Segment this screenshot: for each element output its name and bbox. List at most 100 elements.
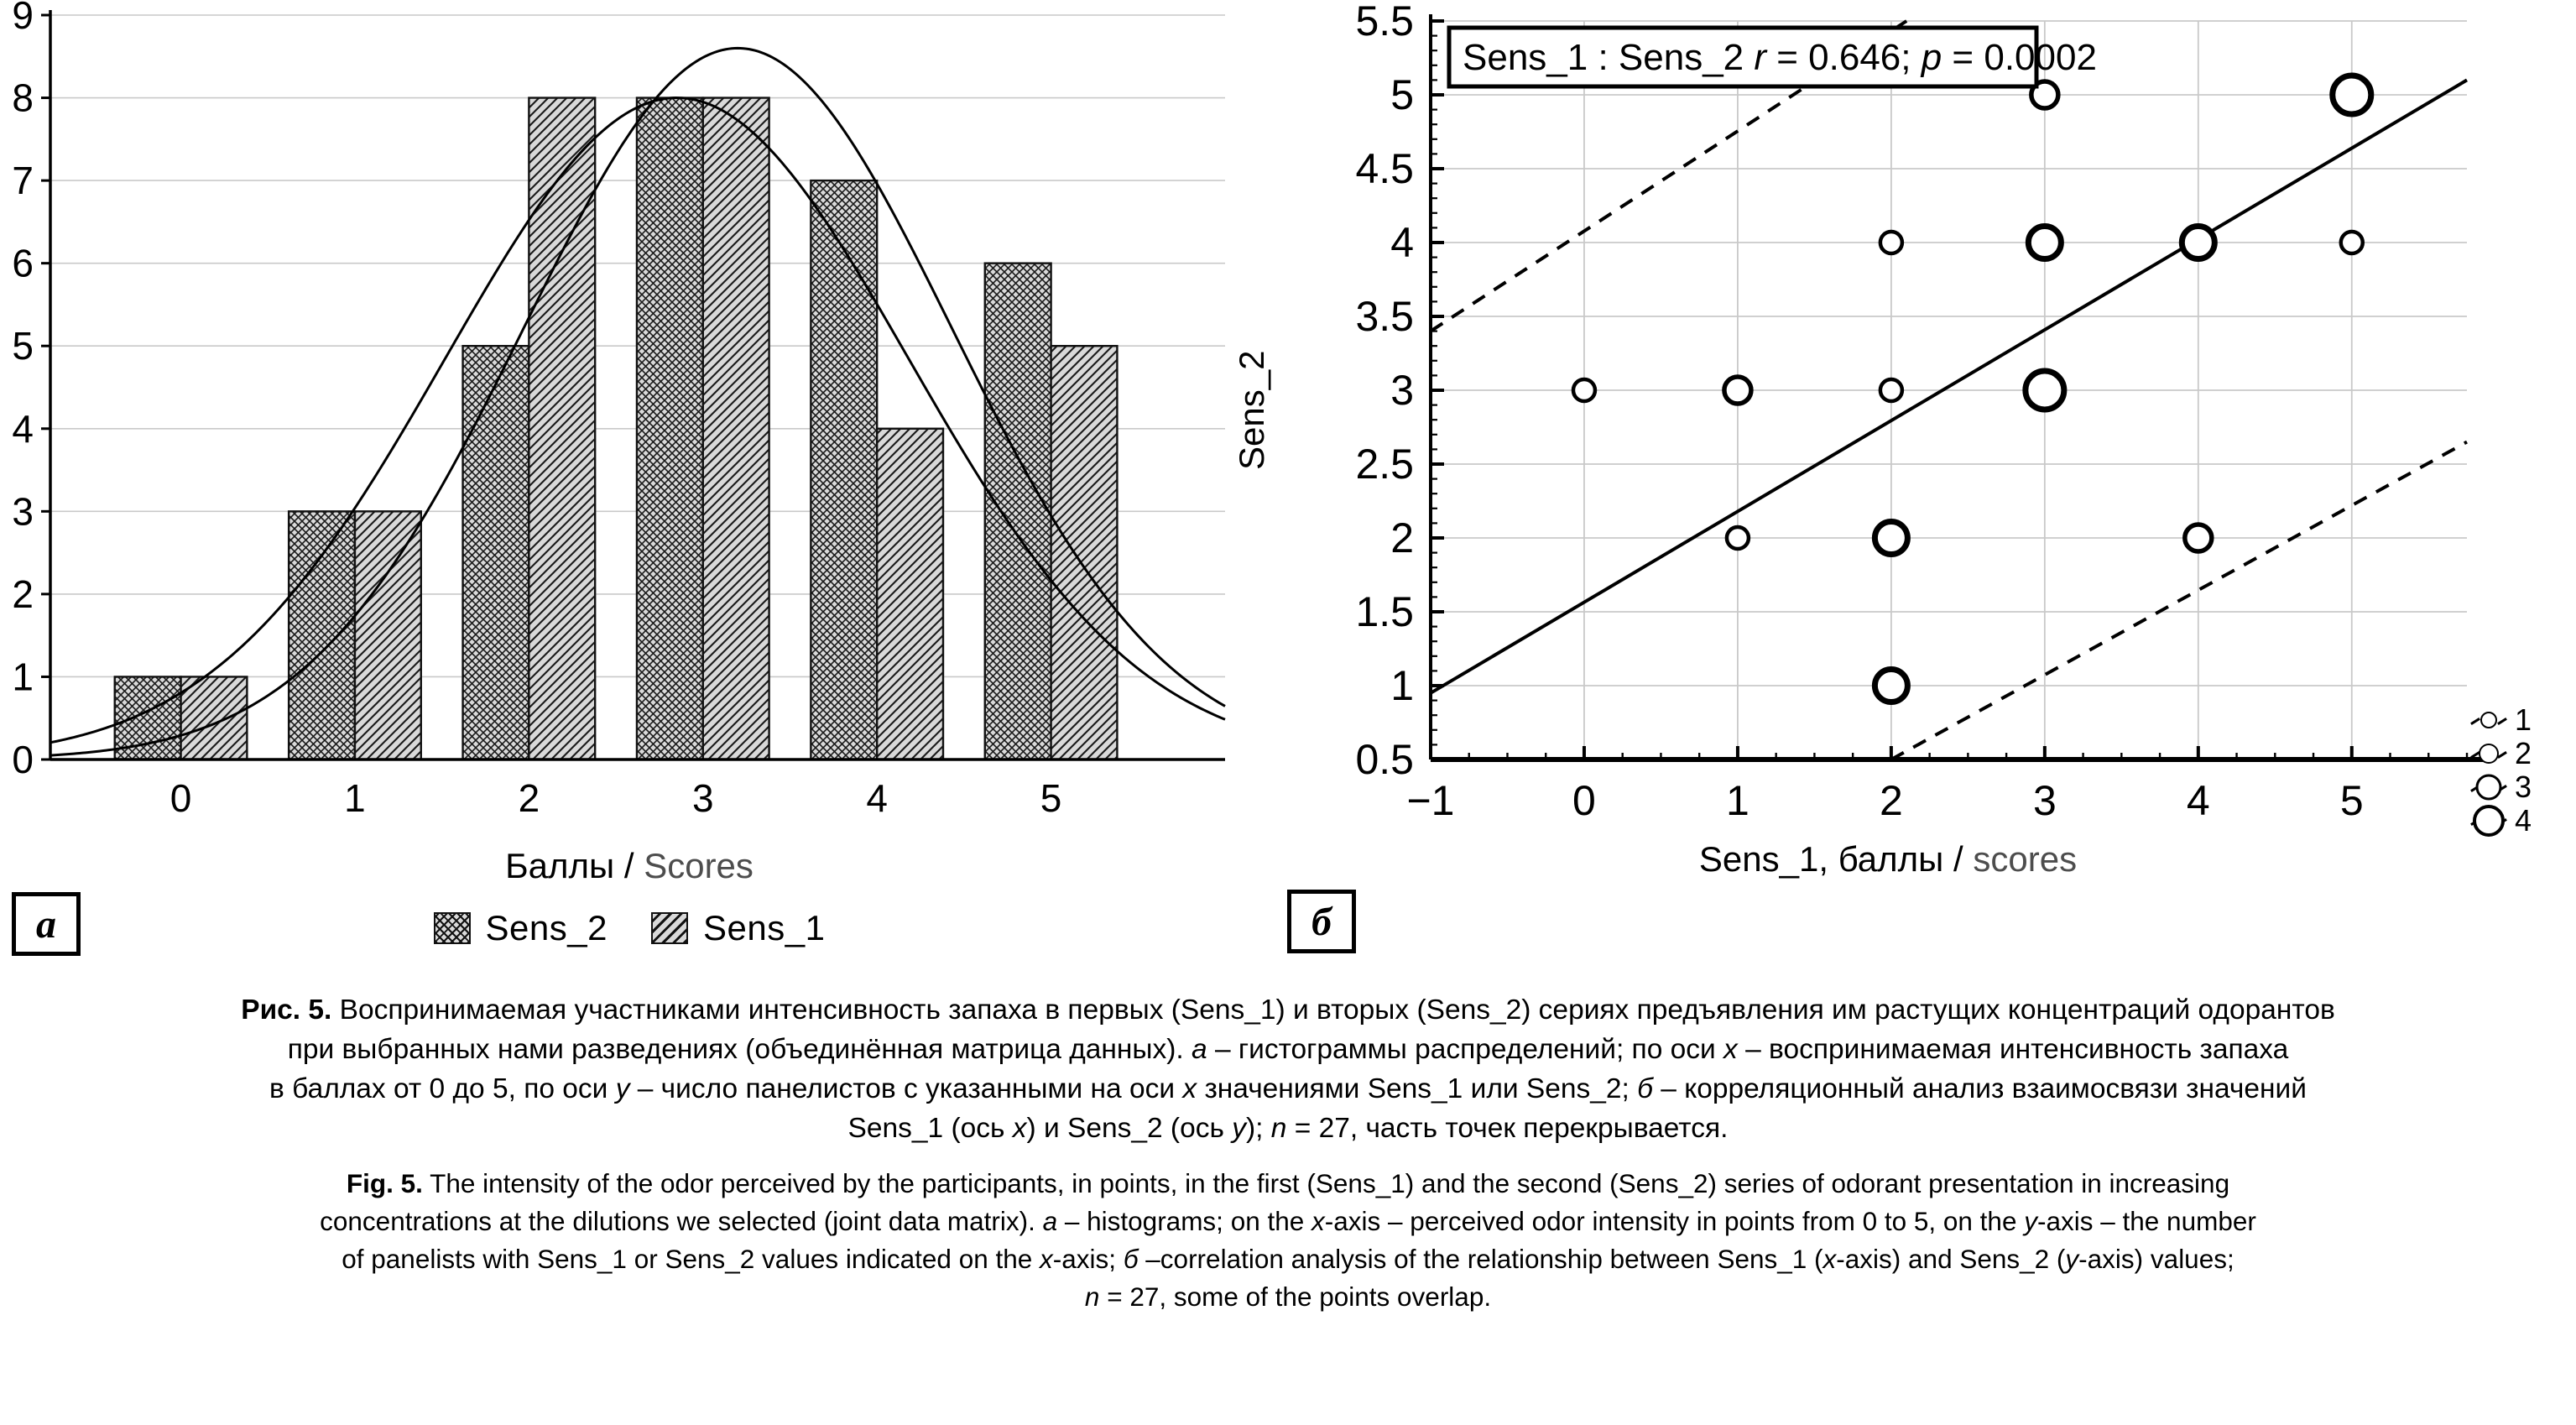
scatter-point[interactable] [2182,522,2214,554]
scatter-y-tick-label: 3.5 [1355,293,1414,340]
histogram-x-tick-label: 5 [1040,776,1062,820]
caption-line: в баллах от 0 до 5, по оси у – число пан… [269,1073,2307,1104]
scatter-plot: 0.5 1 1.5 2 2.5 3 3.5 4 4.5 5 5.5 −1 0 1 2 3 4 5 Sens_1 : … [1355,0,2492,824]
panel-b-scatter: 0.5 1 1.5 2 2.5 3 3.5 4 4.5 5 5.5 −1 0 1 2 3 4 5 Sens_1 : … [1259,0,2576,990]
scatter-x-axis-title: Sens_1, баллы / scores [1259,839,2517,880]
size-legend-item: 1 [2470,703,2571,737]
histogram-plot: 0 1 2 3 4 5 6 7 8 9 0 1 2 3 4 5 [12,0,1226,820]
legend-item-sens2[interactable]: Sens_2 [433,908,607,948]
panel-letter-a: a [12,892,81,956]
scatter-y-tick-label: 1.5 [1355,588,1414,635]
scatter-y-tick-label: 0.5 [1355,736,1414,783]
scatter-x-tick-label: 2 [1880,777,1903,824]
caption-line: concentrations at the dilutions we selec… [320,1206,2256,1236]
histogram-x-tick-label: 1 [344,776,366,820]
scatter-point[interactable] [2329,72,2375,117]
histogram-y-tick-label: 2 [12,572,34,616]
scatter-point[interactable] [1722,374,1754,406]
scatter-x-axis-title-ru: Sens_1, баллы [1698,839,1944,879]
scatter-point[interactable] [1878,377,1905,404]
regression-line [1429,78,2469,695]
slash-separator: / [623,846,644,885]
scatter-y-axis-title: Sens_2 [1232,350,1271,470]
histogram-y-tick-label: 7 [12,159,34,202]
correlation-annotation-box: Sens_1 : Sens_2 r = 0.646; p = 0.0002 [1447,25,2097,89]
size-legend-item: 2 [2470,737,2571,770]
scatter-x-tick-label: 5 [2340,777,2364,824]
scatter-y-tick-label: 4 [1390,219,1414,266]
histogram-y-tick-label: 8 [12,76,34,120]
histogram-x-tick-label: 2 [519,776,540,820]
histogram-y-tick-label: 9 [12,0,34,37]
size-legend-label: 2 [2515,736,2532,770]
histogram-x-axis-title-ru: Баллы [505,846,615,885]
scatter-y-tick-label: 2.5 [1355,441,1414,488]
histogram-x-axis-title: Баллы / Scores [0,846,1259,886]
histogram-bar-group [287,510,422,761]
legend-label-sens1: Sens_1 [703,908,826,947]
panel-a-histogram: 0 1 2 3 4 5 6 7 8 9 0 1 2 3 4 5 [0,0,1259,990]
figure-captions: Рис. 5. Воспринимаемая участниками интен… [0,990,2576,1316]
size-legend-circle-icon [2470,704,2507,736]
scatter-point[interactable] [1871,666,1911,705]
scatter-x-axis-title-en: scores [1973,839,2078,879]
confidence-band-line [1890,440,2468,761]
histogram-y-tick-label: 3 [12,489,34,533]
histogram-x-tick-label: 0 [170,776,192,820]
size-legend-circle-icon [2470,738,2507,770]
scatter-point[interactable] [1878,229,1905,256]
scatter-y-tick-label: 5.5 [1355,0,1414,44]
histogram-x-axis-title-en: Scores [644,846,754,885]
caption-english: Fig. 5. The intensity of the odor percei… [25,1165,2551,1316]
histogram-legend: Sens_2 Sens_1 [0,908,1259,948]
size-legend-item: 4 [2470,804,2571,838]
histogram-y-tick-label: 4 [12,407,34,451]
scatter-point[interactable] [2025,223,2064,262]
scatter-y-tick-label: 5 [1390,71,1414,118]
scatter-y-tick-label: 3 [1390,367,1414,414]
scatter-point[interactable] [2339,229,2365,256]
scatter-x-tick-label: 4 [2187,777,2210,824]
scatter-y-tick-label: 1 [1390,662,1414,709]
panel-letter-b: б [1287,890,1356,953]
caption-line: n = 27, some of the points overlap. [1084,1281,1492,1312]
scatter-x-tick-label: −1 [1406,777,1454,824]
histogram-bar-group [635,97,770,761]
confidence-band-line [1429,19,1908,333]
histogram-bar-group [983,262,1119,761]
scatter-y-tick-label: 4.5 [1355,145,1414,192]
size-legend-circle-icon [2470,805,2507,837]
scatter-point[interactable] [1871,519,1911,557]
histogram-y-tick-label: 5 [12,324,34,368]
size-legend-label: 1 [2515,702,2532,737]
legend-swatch-sens1-icon [651,912,688,944]
scatter-point[interactable] [1724,525,1751,551]
caption-line: Fig. 5. The intensity of the odor percei… [346,1168,2230,1198]
histogram-bar-group [461,97,597,761]
scatter-x-tick-label: 3 [2033,777,2057,824]
size-legend-label: 4 [2515,803,2532,838]
histogram-x-tick-label: 4 [866,776,888,820]
scatter-point[interactable] [1571,377,1598,404]
legend-item-sens1[interactable]: Sens_1 [651,908,825,948]
histogram-y-tick-label: 0 [12,738,34,781]
legend-swatch-sens2-icon [433,912,471,944]
histogram-bar-group [810,179,945,761]
caption-russian: Рис. 5. Воспринимаемая участниками интен… [25,990,2551,1148]
caption-lead: Рис. 5. [241,994,332,1026]
size-legend-circle-icon [2470,771,2507,803]
scatter-point[interactable] [2022,368,2068,413]
scatter-x-tick-label: 0 [1572,777,1596,824]
caption-line: of panelists with Sens_1 or Sens_2 value… [342,1244,2234,1274]
caption-line: Sens_1 (ось x) и Sens_2 (ось y); n = 27,… [847,1113,1729,1144]
size-legend-label: 3 [2515,770,2532,804]
caption-lead: Fig. 5. [346,1168,423,1198]
scatter-x-tick-label: 1 [1726,777,1749,824]
correlation-annotation-text: Sens_1 : Sens_2 r = 0.646; p = 0.0002 [1463,37,2097,78]
scatter-y-tick-label: 2 [1390,514,1414,561]
scatter-point[interactable] [2178,223,2218,262]
slash-separator-2: / [1953,839,1974,879]
histogram-y-tick-label: 6 [12,242,34,285]
